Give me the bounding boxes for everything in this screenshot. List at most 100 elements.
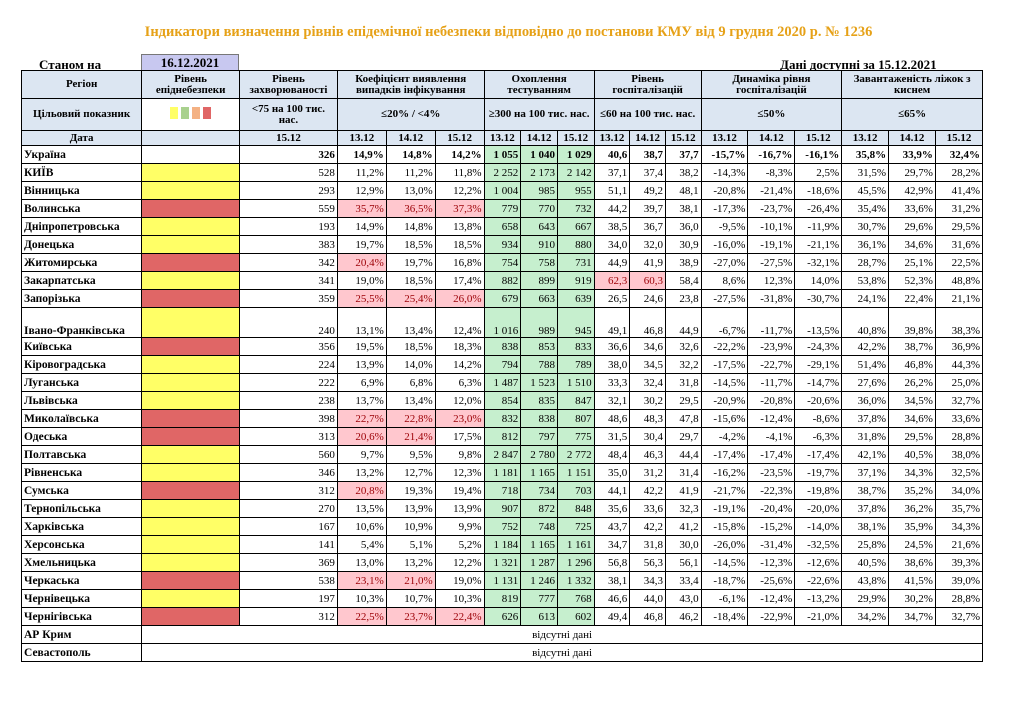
oxygen-cell: 44,3% [934, 355, 984, 374]
testing-cell: 899 [520, 271, 558, 290]
hosp-cell: 48,6 [593, 409, 631, 428]
region-name: КИЇВ [20, 163, 143, 182]
detection-cell: 12,9% [336, 181, 387, 200]
testing-cell: 2 780 [520, 445, 558, 464]
dynamics-cell: -19,1% [747, 235, 796, 254]
oxygen-cell: 40,5% [888, 445, 936, 464]
oxygen-cell: 42,9% [888, 181, 936, 200]
dynamics-cell: -14,7% [794, 373, 843, 392]
testing-cell: 1 510 [556, 373, 595, 392]
region-name: Одеська [20, 427, 143, 446]
hosp-cell: 49,4 [593, 607, 631, 626]
oxygen-cell: 31,2% [934, 199, 984, 218]
testing-cell: 639 [556, 289, 595, 308]
testing-cell: 748 [520, 517, 558, 536]
table-row: АР Крим відсутні дані [20, 625, 983, 644]
oxygen-cell: 37,8% [841, 499, 890, 518]
detection-cell: 13,1% [336, 307, 387, 338]
detection-cell: 6,8% [385, 373, 436, 392]
dynamics-cell: -16,1% [794, 145, 843, 164]
incidence-cell: 383 [239, 235, 338, 254]
danger-level-cell [141, 337, 241, 356]
testing-cell: 788 [520, 355, 558, 374]
detection-cell: 11,2% [385, 163, 436, 182]
hosp-cell: 41,9 [629, 253, 666, 272]
hosp-cell: 40,6 [593, 145, 631, 164]
detection-cell: 13,8% [434, 217, 485, 236]
incidence-cell: 559 [239, 199, 338, 218]
hosp-cell: 38,9 [664, 253, 702, 272]
region-name: Дніпропетровська [20, 217, 143, 236]
dynamics-cell: -21,7% [700, 481, 749, 500]
date-oxy-1: 13.12 [841, 130, 890, 146]
detection-cell: 21,0% [385, 571, 436, 590]
dynamics-cell: -21,1% [794, 235, 843, 254]
header-target: Цільовий показник [20, 98, 143, 131]
dynamics-cell: -17,4% [794, 445, 843, 464]
dynamics-cell: -9,5% [700, 217, 749, 236]
no-data-cell: відсутні дані [141, 625, 983, 644]
table-row: Чернівецька 197 10,3% 10,7% 10,3% 819 777 768 46… [20, 589, 984, 608]
detection-cell: 35,7% [336, 199, 387, 218]
dynamics-cell: -26,4% [794, 199, 843, 218]
region-name: Чернівецька [20, 589, 143, 608]
detection-cell: 19,3% [385, 481, 436, 500]
hosp-cell: 37,7 [664, 145, 702, 164]
detection-cell: 10,3% [336, 589, 387, 608]
hosp-cell: 41,2 [664, 517, 702, 536]
hosp-cell: 44,9 [664, 307, 702, 338]
hosp-cell: 49,1 [593, 307, 631, 338]
testing-cell: 838 [520, 409, 558, 428]
testing-cell: 1 165 [520, 535, 558, 554]
page-title: Індикатори визначення рівнів епідемічної… [144, 24, 873, 40]
hosp-cell: 29,5 [664, 391, 702, 410]
detection-cell: 10,6% [336, 517, 387, 536]
indicators-table: Регіон Рівень епіднебезпеки Рівень захво… [20, 70, 984, 662]
testing-cell: 718 [483, 481, 522, 500]
testing-cell: 910 [520, 235, 558, 254]
hosp-cell: 31,2 [629, 463, 666, 482]
oxygen-cell: 32,5% [934, 463, 984, 482]
oxygen-cell: 35,7% [934, 499, 984, 518]
oxygen-cell: 21,6% [934, 535, 984, 554]
oxygen-cell: 29,6% [888, 217, 936, 236]
dynamics-cell: -17,3% [700, 199, 749, 218]
target-detection: ≤20% / <4% [336, 98, 485, 131]
header-level: Рівень епіднебезпеки [141, 70, 241, 99]
testing-cell: 1 287 [520, 553, 558, 572]
oxygen-cell: 41,4% [934, 181, 984, 200]
oxygen-cell: 33,9% [888, 145, 936, 164]
hosp-cell: 58,4 [664, 271, 702, 290]
oxygen-cell: 28,8% [934, 589, 984, 608]
hosp-cell: 49,2 [629, 181, 666, 200]
detection-cell: 17,5% [434, 427, 485, 446]
hosp-cell: 32,1 [593, 391, 631, 410]
detection-cell: 13,5% [336, 499, 387, 518]
region-name: Херсонська [20, 535, 143, 554]
detection-cell: 18,3% [434, 337, 485, 356]
oxygen-cell: 31,5% [841, 163, 890, 182]
testing-cell: 1 184 [483, 535, 522, 554]
detection-cell: 5,1% [385, 535, 436, 554]
incidence-cell: 240 [239, 307, 338, 338]
incidence-cell: 193 [239, 217, 338, 236]
detection-cell: 6,9% [336, 373, 387, 392]
dynamics-cell: -4,1% [747, 427, 796, 446]
oxygen-cell: 31,8% [841, 427, 890, 446]
testing-cell: 703 [556, 481, 595, 500]
table-row: Запорізька 359 25,5% 25,4% 26,0% 679 663 639 26,… [20, 289, 984, 308]
detection-cell: 13,9% [336, 355, 387, 374]
dynamics-cell: -20,0% [794, 499, 843, 518]
dynamics-cell: -4,2% [700, 427, 749, 446]
testing-cell: 2 772 [556, 445, 595, 464]
oxygen-cell: 25,0% [934, 373, 984, 392]
oxygen-cell: 29,9% [841, 589, 890, 608]
testing-cell: 731 [556, 253, 595, 272]
incidence-cell: 312 [239, 607, 338, 626]
danger-level-cell [141, 307, 241, 338]
oxygen-cell: 24,5% [888, 535, 936, 554]
hosp-cell: 43,0 [664, 589, 702, 608]
incidence-cell: 359 [239, 289, 338, 308]
hosp-cell: 34,7 [593, 535, 631, 554]
oxygen-cell: 38,0% [934, 445, 984, 464]
